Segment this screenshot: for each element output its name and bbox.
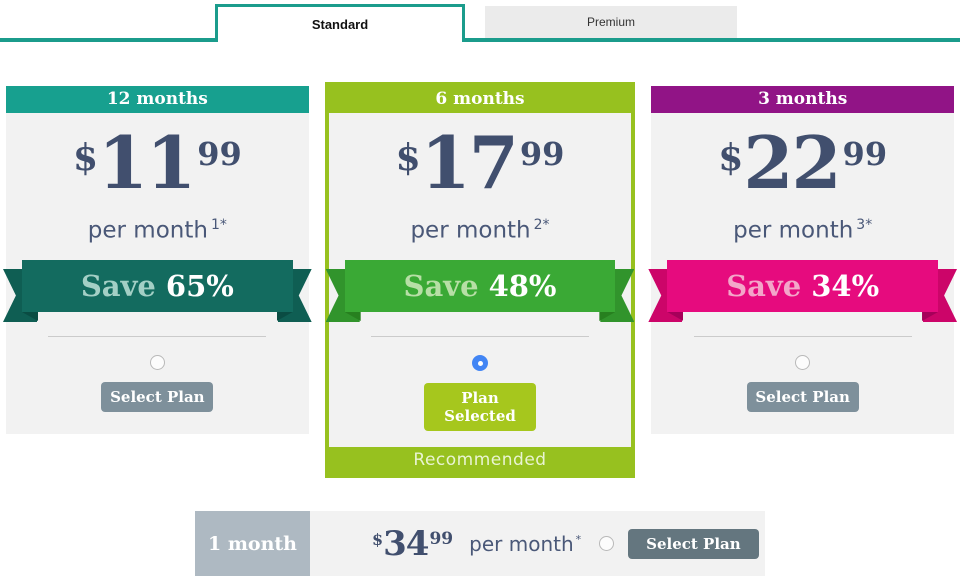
plan-radio[interactable] (795, 355, 811, 371)
save-word: Save (80, 269, 156, 304)
footnote-marker: * (575, 532, 582, 546)
price-whole: 34 (383, 523, 429, 564)
per-month-text: per month (469, 531, 574, 556)
plan-duration-header: 3 months (651, 86, 955, 113)
per-month-label: per month * (469, 532, 581, 556)
save-percent: 65% (165, 269, 234, 304)
divider (693, 336, 912, 338)
price-cents: 99 (429, 528, 454, 549)
per-month-label: per month 1* (6, 217, 309, 244)
tab-premium[interactable]: Premium (485, 6, 737, 38)
tabs-underline (0, 38, 960, 42)
plan-price: $ 11 99 (6, 120, 309, 205)
plan-duration-header: 6 months (328, 86, 632, 113)
per-month-text: per month (87, 218, 208, 245)
select-plan-button[interactable]: Select Plan (746, 382, 859, 413)
plan-radio[interactable] (149, 355, 165, 371)
plan-card-12-months: 12 months $ 11 99 per month 1* Save 65% S… (3, 86, 312, 435)
currency-symbol: $ (72, 137, 98, 179)
plan-card-3-months: 3 months $ 22 99 per month 3* Save 34% Se… (648, 86, 958, 435)
currency-symbol: $ (395, 137, 421, 179)
ribbon-fold-left (22, 312, 38, 322)
plan-radio-selected[interactable] (472, 355, 488, 372)
plan-type-tabs: Standard Premium (0, 0, 960, 42)
plan-radio[interactable] (599, 536, 615, 552)
tab-standard[interactable]: Standard (215, 4, 465, 42)
save-word: Save (403, 269, 479, 304)
divider (48, 336, 267, 338)
per-month-text: per month (410, 218, 531, 245)
currency-symbol: $ (372, 529, 384, 549)
ribbon-band: Save 65% (22, 260, 293, 313)
select-plan-button[interactable]: Select Plan (628, 528, 759, 559)
price-whole: 11 (98, 120, 196, 205)
plan-duration-header: 1 month (195, 511, 310, 576)
ribbon-fold-left (667, 312, 684, 322)
recommended-banner: Recommended (328, 447, 632, 475)
save-ribbon: Save 34% (648, 260, 958, 323)
footnote-marker: 2* (533, 217, 550, 234)
select-plan-button[interactable]: Select Plan (101, 382, 214, 413)
ribbon-band: Save 48% (344, 260, 616, 313)
one-month-plan-bar: 1 month $ 34 99 per month * Select Plan (195, 511, 765, 576)
ribbon-fold-right (922, 312, 939, 322)
plan-price: $ 22 99 (651, 120, 954, 205)
price-whole: 17 (420, 120, 519, 205)
price-cents: 99 (842, 135, 888, 173)
ribbon-fold-left (344, 312, 361, 322)
ribbon-fold-right (276, 312, 293, 322)
price-cents: 99 (519, 135, 565, 173)
save-percent: 34% (811, 269, 880, 304)
plan-card-6-months: 6 months $ 17 99 per month 2* Save 48% Pl… (324, 82, 636, 479)
ribbon-fold-right (599, 312, 616, 322)
save-ribbon: Save 48% (325, 260, 635, 323)
plan-price: $ 34 99 (372, 527, 453, 561)
price-whole: 22 (743, 120, 841, 205)
price-cents: 99 (197, 135, 242, 173)
footnote-marker: 1* (210, 217, 227, 234)
pricing-cards: 12 months $ 11 99 per month 1* Save 65% S… (0, 82, 960, 479)
save-percent: 48% (488, 269, 557, 304)
footnote-marker: 3* (856, 217, 873, 234)
ribbon-band: Save 34% (667, 260, 939, 313)
save-ribbon: Save 65% (3, 260, 312, 323)
per-month-label: per month 2* (329, 217, 632, 244)
save-word: Save (726, 269, 802, 304)
plan-selected-button[interactable]: Plan Selected (424, 383, 536, 432)
currency-symbol: $ (718, 137, 744, 179)
plan-price: $ 17 99 (329, 120, 632, 205)
plan-duration-header: 12 months (6, 86, 309, 113)
per-month-text: per month (733, 218, 854, 245)
per-month-label: per month 3* (651, 217, 954, 244)
divider (371, 336, 589, 338)
